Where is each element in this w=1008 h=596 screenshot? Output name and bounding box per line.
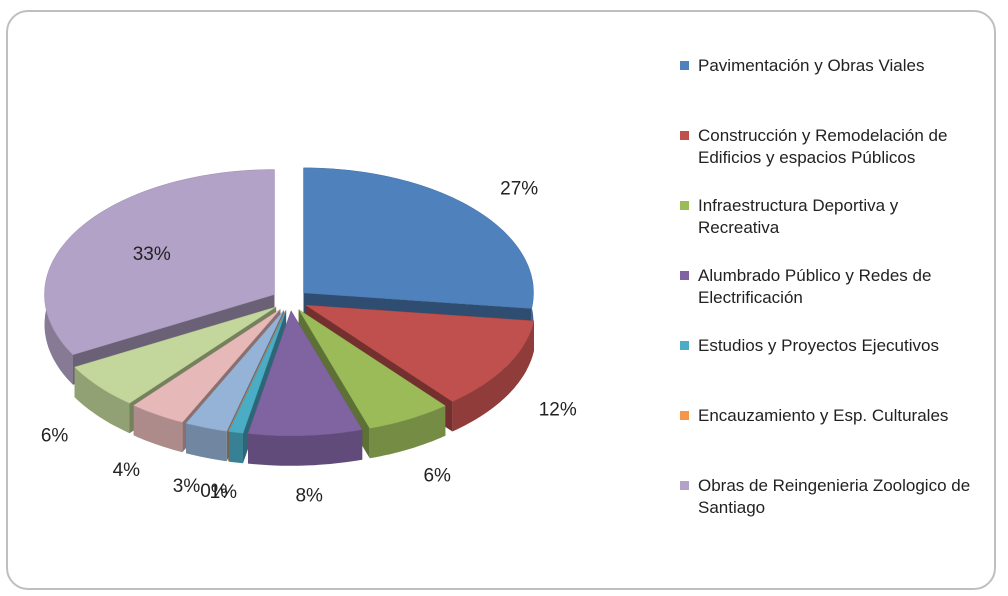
slice (247, 310, 363, 466)
slice (44, 169, 275, 355)
slice-side (369, 405, 446, 459)
slice-side (133, 405, 183, 453)
data-label: 0% (200, 481, 228, 502)
slice (247, 310, 363, 437)
slice (74, 306, 277, 404)
legend-label: Obras de Reingenieria Zoologico de Santi… (698, 476, 971, 517)
slice (133, 308, 281, 423)
legend-item: Alumbrado Público y Redes de Electrifica… (680, 265, 980, 335)
data-label: 3% (173, 476, 201, 497)
slice-side (452, 320, 534, 432)
legend-label: Infraestructura Deportiva y Recreativa (698, 196, 899, 237)
legend-swatch (680, 411, 689, 420)
legend-label: Pavimentación y Obras Viales (698, 56, 925, 75)
legend: Pavimentación y Obras Viales Construcción… (680, 55, 980, 545)
slice-side (228, 431, 243, 464)
legend-item: Encauzamiento y Esp. Culturales (680, 405, 980, 475)
legend-item: Infraestructura Deportiva y Recreativa (680, 195, 980, 265)
legend-label: Alumbrado Público y Redes de Electrifica… (698, 266, 932, 307)
data-label: 6% (423, 465, 451, 486)
data-label: 1% (210, 482, 238, 503)
chart-frame (6, 10, 996, 590)
legend-item: Estudios y Proyectos Ejecutivos (680, 335, 980, 405)
legend-item: Pavimentación y Obras Viales (680, 55, 980, 125)
slice (298, 309, 446, 429)
slice-side (248, 429, 363, 466)
slice (228, 310, 286, 432)
legend-label: Encauzamiento y Esp. Culturales (698, 406, 949, 425)
legend-swatch (680, 271, 689, 280)
legend-item: Obras de Reingenieria Zoologico de Santi… (680, 475, 980, 545)
legend-swatch (680, 201, 689, 210)
legend-item: Construcción y Remodelación de Edificios… (680, 125, 980, 195)
data-label: 8% (295, 486, 323, 507)
data-label: 27% (500, 179, 538, 200)
legend-swatch (680, 341, 689, 350)
data-label: 12% (539, 399, 577, 420)
slice (228, 310, 287, 434)
slice (185, 310, 285, 432)
slice-side (186, 423, 227, 462)
data-label: 33% (133, 244, 171, 265)
legend-label: Estudios y Proyectos Ejecutivos (698, 336, 939, 355)
data-label: 4% (113, 460, 141, 481)
legend-swatch (680, 61, 689, 70)
slice (303, 167, 534, 309)
legend-swatch (680, 131, 689, 140)
data-label: 6% (41, 425, 69, 446)
legend-swatch (680, 481, 689, 490)
slice-side (74, 367, 130, 434)
legend-label: Construcción y Remodelación de Edificios… (698, 126, 948, 167)
slice (304, 304, 535, 402)
